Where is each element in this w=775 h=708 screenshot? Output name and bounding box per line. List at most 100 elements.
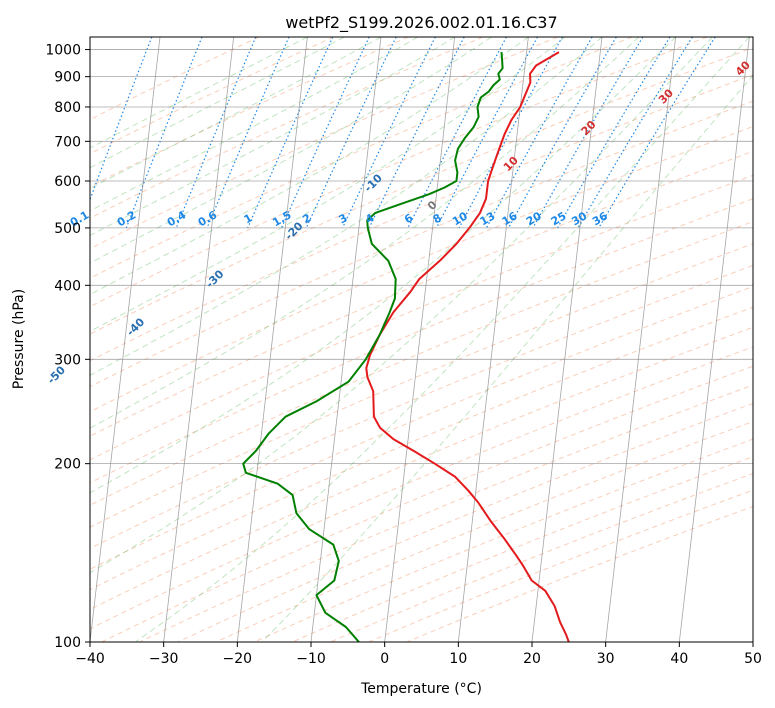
x-tick-label: 40: [670, 651, 688, 667]
moist-adiabat-label: 0: [425, 198, 440, 213]
grid-lines: [90, 37, 753, 642]
dry-adiabat-line: [90, 37, 484, 219]
moist-adiabat-line: [90, 37, 455, 237]
mixing-ratio-line: [175, 37, 257, 229]
mixing-ratio-line: [341, 37, 436, 229]
dry-adiabat-line: [90, 37, 260, 121]
x-tick-label: 10: [449, 651, 467, 667]
isotherm-line: [531, 37, 603, 642]
x-tick-label: 20: [523, 651, 541, 667]
isotherm-line: [678, 37, 750, 642]
mixing-ratio-line: [557, 37, 671, 229]
mixing-ratio-label: 6: [402, 211, 415, 226]
dry-adiabat-line: [90, 125, 753, 413]
mixing-ratio-line: [90, 37, 153, 202]
x-tick-label: −20: [223, 651, 253, 667]
x-tick-label: −30: [149, 651, 179, 667]
dry-adiabat-line: [90, 37, 708, 308]
y-tick-label: 100: [54, 635, 81, 651]
dry-adiabat-line: [90, 37, 409, 188]
dry-adiabat-line: [90, 37, 334, 155]
isotherm-line: [752, 638, 753, 642]
y-tick-label: 400: [54, 278, 81, 294]
mixing-ratio-label: 25: [549, 209, 569, 228]
mixing-ratio-line: [206, 37, 290, 229]
dry-adiabat-line: [90, 306, 753, 591]
profile-series: [242, 51, 570, 642]
mixing-ratio-label: 10: [450, 209, 470, 228]
mixing-ratio-line: [485, 37, 593, 229]
dry-adiabat-line: [90, 100, 753, 388]
y-tick-label: 800: [54, 100, 81, 116]
dewpoint-profile-line: [242, 52, 504, 642]
dry-adiabat-line: [215, 420, 753, 642]
y-tick-label: 1000: [45, 43, 81, 59]
dry-adiabat-line: [90, 74, 753, 362]
y-tick-label: 300: [54, 352, 81, 368]
isotherm-line: [163, 37, 235, 642]
moist-adiabat-line: [90, 37, 566, 333]
moist-adiabat-label: 20: [579, 118, 599, 138]
dry-adiabat-line: [139, 384, 753, 642]
moist-adiabat-label: 30: [656, 86, 676, 106]
y-tick-label: 200: [54, 457, 81, 473]
mixing-ratio-line: [125, 37, 203, 229]
moist-adiabat-line: [90, 37, 677, 494]
dry-adiabat-line: [90, 47, 753, 335]
moist-adiabat-line: [90, 37, 713, 574]
dry-adiabat-line: [90, 264, 753, 550]
x-tick-label: −40: [75, 651, 105, 667]
moist-adiabat-label: 40: [733, 58, 753, 78]
x-axis: −40 −30 −20 −10 0 10 20 30 40 50: [75, 642, 762, 667]
mixing-ratio-label: 0.6: [196, 208, 220, 229]
moist-adiabat-line: [90, 37, 345, 169]
dry-adiabat-line: [253, 438, 753, 642]
isotherm-line: [384, 37, 456, 642]
moist-adiabat-line: [90, 37, 308, 149]
mixing-ratio-label: 1: [242, 211, 255, 226]
dry-adiabat-line: [90, 198, 753, 484]
mixing-ratio-label: 2: [300, 211, 313, 226]
dry-adiabat-line: [90, 174, 753, 461]
moist-adiabat-line: [90, 37, 382, 190]
mixing-ratio-label: 3: [337, 211, 350, 226]
moist-adiabat-line: [261, 74, 753, 642]
moist-adiabat-line: [90, 37, 529, 296]
moist-adiabat-line: [90, 37, 603, 376]
y-axis-label: Pressure (hPa): [11, 289, 27, 389]
x-tick-label: −10: [296, 651, 326, 667]
dry-adiabat-line: [90, 221, 753, 506]
mixing-ratio-line: [305, 37, 397, 229]
x-axis-label: Temperature (°C): [360, 681, 482, 697]
temperature-profile-line: [365, 51, 570, 642]
isotherm-line: [90, 37, 161, 642]
moist-adiabat-line: [90, 37, 419, 212]
x-tick-label: 0: [380, 651, 389, 667]
dry-adiabat-line: [90, 243, 753, 528]
dry-adiabat-line: [90, 37, 558, 250]
mixing-ratio-label: 20: [524, 209, 544, 228]
dry-adiabat-line: [90, 37, 633, 279]
isotherm-line: [457, 37, 529, 642]
mixing-ratio-line: [368, 37, 465, 229]
y-tick-label: 500: [54, 221, 81, 237]
dry-adiabat-line: [101, 365, 753, 642]
y-tick-label: 600: [54, 174, 81, 190]
dry-adiabat-line: [90, 150, 753, 437]
y-axis: 100 200 300 400 500 600 700 800 900 1000: [45, 43, 90, 651]
background-lines: [90, 37, 753, 642]
moist-adiabat-line: [90, 37, 640, 429]
mixing-ratio-label: 0.4: [165, 208, 189, 229]
dry-adiabat-line: [90, 285, 753, 570]
chart-title: wetPf2_S199.2026.002.01.16.C37: [285, 13, 557, 33]
mixing-ratio-label: 30: [569, 209, 589, 228]
mixing-ratio-line: [458, 37, 563, 229]
isotherm-line: [310, 37, 382, 642]
dry-adiabat-line: [330, 472, 753, 642]
mixing-ratio-line: [407, 37, 507, 229]
x-tick-label: 50: [744, 651, 762, 667]
mixing-ratio-line: [435, 37, 539, 229]
mixing-ratio-line: [577, 37, 693, 229]
y-tick-label: 900: [54, 70, 81, 86]
